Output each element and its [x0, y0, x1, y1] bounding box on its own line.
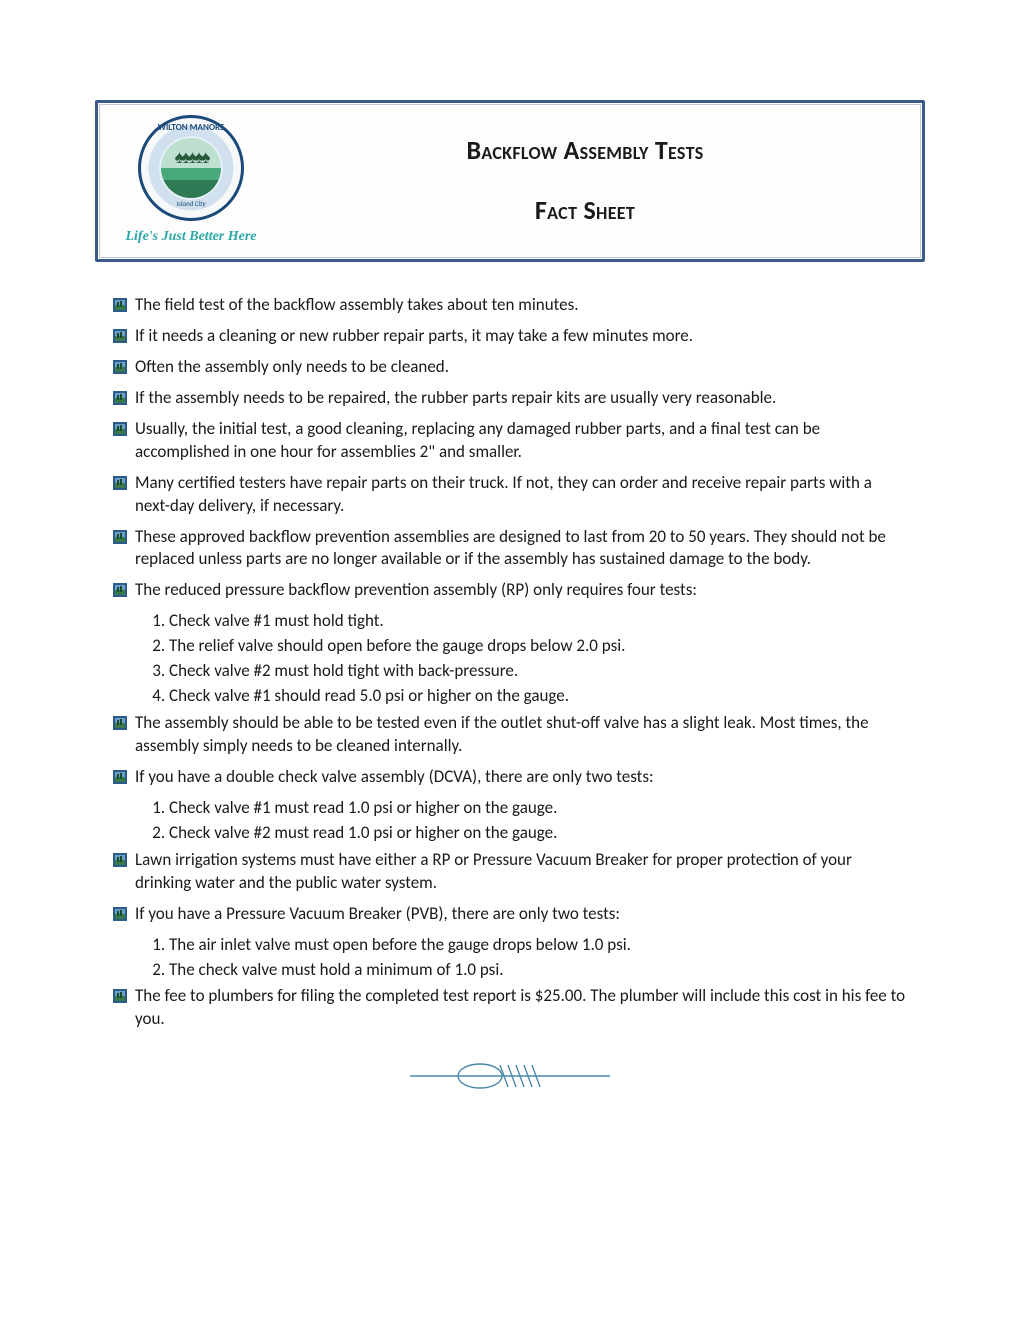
bullet-icon — [113, 903, 135, 921]
logo-column: WILTON MANORS ♠♠♠♠♠ Island City Life's J… — [116, 115, 266, 245]
bullet-icon — [113, 356, 135, 374]
bullet-item: These approved backflow prevention assem… — [113, 526, 907, 572]
bullet-icon — [113, 579, 135, 597]
title-line-1: Backflow Assembly Tests — [266, 134, 904, 166]
bullet-item: If you have a double check valve assembl… — [113, 766, 907, 789]
bullet-item: Often the assembly only needs to be clea… — [113, 356, 907, 379]
city-seal-icon: WILTON MANORS ♠♠♠♠♠ Island City — [138, 115, 244, 221]
bullet-text: If you have a Pressure Vacuum Breaker (P… — [135, 903, 907, 926]
sub-list: Check valve #1 must hold tight.The relie… — [113, 610, 907, 708]
bullet-text: If the assembly needs to be repaired, th… — [135, 387, 907, 410]
bullet-item: If you have a Pressure Vacuum Breaker (P… — [113, 903, 907, 926]
bullet-text: Usually, the initial test, a good cleani… — [135, 418, 907, 464]
bullet-text: The assembly should be able to be tested… — [135, 712, 907, 758]
bullet-item: Lawn irrigation systems must have either… — [113, 849, 907, 895]
sub-list: The air inlet valve must open before the… — [113, 934, 907, 982]
bullet-item: The reduced pressure backflow prevention… — [113, 579, 907, 602]
bullet-text: The fee to plumbers for filing the compl… — [135, 985, 907, 1031]
bullet-text: Many certified testers have repair parts… — [135, 472, 907, 518]
sub-list-item: Check valve #2 must read 1.0 psi or high… — [169, 822, 907, 845]
tagline: Life's Just Better Here — [125, 229, 256, 245]
bullet-text: The field test of the backflow assembly … — [135, 294, 907, 317]
sub-list-item: Check valve #1 must read 1.0 psi or high… — [169, 797, 907, 820]
bullet-icon — [113, 387, 135, 405]
bullet-item: Many certified testers have repair parts… — [113, 472, 907, 518]
header-box: WILTON MANORS ♠♠♠♠♠ Island City Life's J… — [95, 100, 925, 262]
bullet-item: The field test of the backflow assembly … — [113, 294, 907, 317]
sub-list-item: The air inlet valve must open before the… — [169, 934, 907, 957]
bullet-text: These approved backflow prevention assem… — [135, 526, 907, 572]
seal-trees-icon: ♠♠♠♠♠ — [161, 146, 221, 168]
bullet-icon — [113, 294, 135, 312]
bullet-icon — [113, 849, 135, 867]
bullet-item: The assembly should be able to be tested… — [113, 712, 907, 758]
ornamental-divider-icon — [400, 1055, 620, 1097]
bullet-item: If the assembly needs to be repaired, th… — [113, 387, 907, 410]
title-column: Backflow Assembly Tests Fact Sheet — [266, 134, 904, 226]
bullet-text: If you have a double check valve assembl… — [135, 766, 907, 789]
bullet-icon — [113, 418, 135, 436]
bullet-icon — [113, 325, 135, 343]
seal-bottom-text: Island City — [141, 199, 241, 208]
seal-top-text: WILTON MANORS — [141, 122, 241, 133]
sub-list-item: Check valve #1 must hold tight. — [169, 610, 907, 633]
bullet-item: The fee to plumbers for filing the compl… — [113, 985, 907, 1031]
title-line-2: Fact Sheet — [266, 194, 904, 226]
bullet-text: Lawn irrigation systems must have either… — [135, 849, 907, 895]
sub-list-item: The check valve must hold a minimum of 1… — [169, 959, 907, 982]
divider-wrap — [95, 1055, 925, 1102]
page: WILTON MANORS ♠♠♠♠♠ Island City Life's J… — [0, 0, 1020, 1320]
bullet-icon — [113, 526, 135, 544]
sub-list-item: Check valve #1 should read 5.0 psi or hi… — [169, 685, 907, 708]
sub-list-item: Check valve #2 must hold tight with back… — [169, 660, 907, 683]
sub-list: Check valve #1 must read 1.0 psi or high… — [113, 797, 907, 845]
bullet-text: Often the assembly only needs to be clea… — [135, 356, 907, 379]
bullet-item: Usually, the initial test, a good cleani… — [113, 418, 907, 464]
sub-list-item: The relief valve should open before the … — [169, 635, 907, 658]
bullet-icon — [113, 472, 135, 490]
bullet-icon — [113, 712, 135, 730]
bullet-icon — [113, 766, 135, 784]
seal-inner: ♠♠♠♠♠ — [161, 138, 221, 198]
bullet-item: If it needs a cleaning or new rubber rep… — [113, 325, 907, 348]
bullet-text: The reduced pressure backflow prevention… — [135, 579, 907, 602]
bullet-icon — [113, 985, 135, 1003]
bullet-text: If it needs a cleaning or new rubber rep… — [135, 325, 907, 348]
content-list: The field test of the backflow assembly … — [95, 262, 925, 1031]
